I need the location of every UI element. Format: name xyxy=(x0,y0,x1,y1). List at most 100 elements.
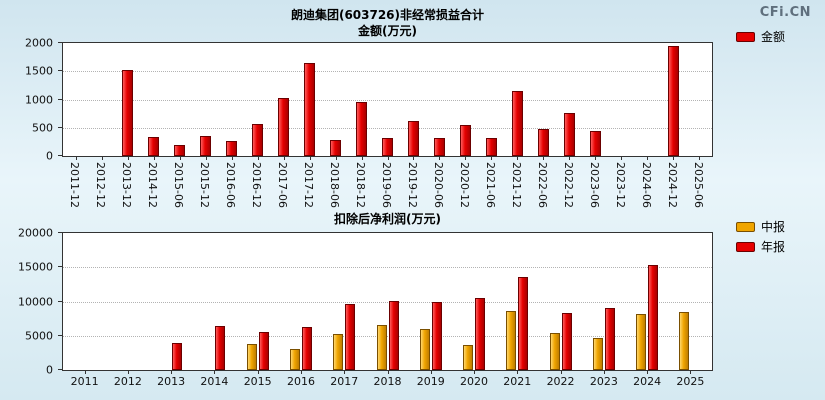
legend-label: 年报 xyxy=(761,240,786,254)
chart2-title-line1: 扣除后净利润(万元) xyxy=(334,212,441,226)
x-tick-mark xyxy=(205,157,207,160)
chart1-title-line2: 金额(万元) xyxy=(358,24,417,38)
chart1-y-axis: 0 500 1000 1500 2000 xyxy=(0,37,62,163)
x-tick-mark xyxy=(491,157,493,160)
x-tick-mark xyxy=(257,371,259,374)
bar-年报-2024 xyxy=(648,265,659,370)
legend-item-金额: 金额 xyxy=(736,28,785,45)
x-tick-label: 2023-12 xyxy=(613,162,627,208)
x-tick-label: 2021 xyxy=(503,375,532,388)
gridline xyxy=(63,302,712,303)
x-tick-label: 2022-06 xyxy=(535,162,549,208)
gridline xyxy=(63,71,712,72)
x-tick-label: 2013 xyxy=(157,375,186,388)
x-tick-mark xyxy=(361,157,363,160)
x-tick-label: 2020 xyxy=(460,375,489,388)
x-tick-label: 2014-12 xyxy=(146,162,160,208)
bar-金额-2024-12 xyxy=(667,46,679,156)
bar-金额-2016-12 xyxy=(252,124,264,156)
chart1-title-line1: 朗迪集团(603726)非经常损益合计 xyxy=(290,8,485,22)
y-tick-label: 500 xyxy=(32,121,53,135)
x-tick-label: 2014 xyxy=(200,375,229,388)
x-tick-mark xyxy=(560,371,562,374)
x-tick-mark xyxy=(387,157,389,160)
x-tick-mark xyxy=(153,157,155,160)
gridline xyxy=(63,267,712,268)
bar-年报-2017 xyxy=(345,304,356,370)
bar-金额-2020-06 xyxy=(433,138,445,156)
x-tick-label: 2018-06 xyxy=(328,162,342,208)
bar-中报-2017 xyxy=(333,334,344,370)
bar-金额-2022-06 xyxy=(537,129,549,156)
legend-swatch-icon xyxy=(736,221,755,232)
bar-金额-2015-12 xyxy=(200,136,212,156)
y-tick-label: 0 xyxy=(46,363,53,377)
bar-中报-2020 xyxy=(463,345,474,370)
bar-中报-2021 xyxy=(506,311,517,370)
x-tick-mark xyxy=(647,157,649,160)
bar-金额-2015-06 xyxy=(174,145,186,156)
x-tick-mark xyxy=(690,371,692,374)
x-tick-label: 2022 xyxy=(546,375,575,388)
chart1-legend: 金额 xyxy=(736,28,785,45)
bar-年报-2019 xyxy=(431,302,442,370)
bar-金额-2013-12 xyxy=(122,70,134,156)
y-tick-mark xyxy=(58,266,62,267)
bar-中报-2019 xyxy=(419,329,430,370)
gridline xyxy=(63,128,712,129)
x-tick-label: 2024 xyxy=(633,375,662,388)
x-tick-mark xyxy=(603,371,605,374)
x-tick-label: 2019-06 xyxy=(380,162,393,208)
bar-金额-2021-06 xyxy=(485,138,497,156)
x-tick-label: 2017 xyxy=(330,375,359,388)
chart1-plot-area xyxy=(62,42,713,157)
bar-金额-2019-06 xyxy=(382,138,393,156)
bar-年报-2015 xyxy=(258,332,269,370)
bar-年报-2013 xyxy=(172,343,183,370)
x-tick-mark xyxy=(647,371,649,374)
legend-label: 金额 xyxy=(761,30,786,44)
x-tick-label: 2022-12 xyxy=(561,162,575,208)
x-tick-label: 2011-12 xyxy=(68,162,82,208)
x-tick-mark xyxy=(543,157,545,160)
x-tick-mark xyxy=(84,371,86,374)
bar-中报-2023 xyxy=(592,338,603,370)
x-tick-label: 2020-06 xyxy=(431,162,445,208)
bar-中报-2015 xyxy=(246,344,257,370)
x-tick-label: 2019-12 xyxy=(405,162,419,208)
x-tick-label: 2023 xyxy=(589,375,618,388)
chart2-x-axis: 2011 2012 2013 2014 2015 2016 2017 2018 2019 2020… xyxy=(62,371,713,393)
x-tick-mark xyxy=(214,371,216,374)
x-tick-mark xyxy=(309,157,311,160)
y-tick-label: 1000 xyxy=(25,93,53,107)
legend-item-年报: 年报 xyxy=(736,238,785,255)
bar-金额-2021-12 xyxy=(511,91,523,156)
x-tick-label: 2013-12 xyxy=(120,162,134,208)
x-tick-mark xyxy=(430,371,432,374)
chart2-title: 扣除后净利润(万元) xyxy=(62,211,713,227)
legend-swatch-icon xyxy=(736,31,755,42)
x-tick-mark xyxy=(387,371,389,374)
y-tick-mark xyxy=(58,70,62,71)
y-tick-label: 0 xyxy=(46,149,53,163)
chart1-title: 朗迪集团(603726)非经常损益合计 金额(万元) xyxy=(62,7,713,39)
legend-swatch-icon xyxy=(736,241,755,252)
bar-金额-2022-12 xyxy=(563,113,575,156)
x-tick-label: 2011 xyxy=(70,375,99,388)
x-tick-label: 2025 xyxy=(676,375,705,388)
x-tick-label: 2017-06 xyxy=(276,162,290,208)
y-tick-mark xyxy=(58,301,62,302)
x-tick-mark xyxy=(517,157,519,160)
y-tick-label: 10000 xyxy=(18,295,53,309)
x-tick-mark xyxy=(699,157,701,160)
bar-金额-2023-06 xyxy=(589,131,601,156)
legend-label: 中报 xyxy=(761,220,786,234)
bar-中报-2018 xyxy=(376,325,387,370)
chart1-x-axis: 2011-12 2012-12 2013-12 2014-12 2015-06 2015-… xyxy=(62,157,713,210)
x-tick-mark xyxy=(257,157,259,160)
x-tick-label: 2018 xyxy=(373,375,402,388)
x-tick-label: 2012-12 xyxy=(94,162,108,208)
x-tick-label: 2016 xyxy=(286,375,315,388)
bar-中报-2024 xyxy=(636,314,647,370)
